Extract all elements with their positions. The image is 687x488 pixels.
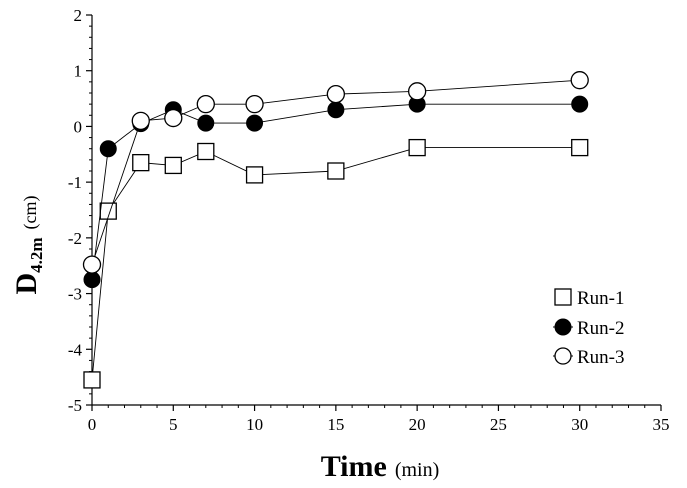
x-tick-label: 30 [571,415,588,434]
data-point-run-1 [327,162,345,180]
legend-marker-run-3 [554,347,572,365]
data-point-run-1 [164,156,182,175]
x-tick-label: 15 [327,415,344,434]
data-point-run-1 [245,166,264,184]
y-tick-label: -4 [68,340,83,359]
series-layer [82,71,589,389]
y-tick-label: -1 [68,173,82,192]
x-tick-label: 10 [246,415,263,434]
y-axis-title-subscript: 4.2m [27,237,46,272]
series-line-run-2 [91,103,580,280]
data-point-run-2 [571,95,589,113]
data-point-run-3 [326,84,346,104]
x-axis-title: Time (min) [321,450,440,483]
legend-marker-run-1 [554,288,572,306]
data-point-run-3 [164,108,183,128]
legend-item-run-2: Run-2 [553,318,625,339]
data-point-run-3 [82,255,102,274]
legend-item-run-3: Run-3 [553,347,625,368]
data-point-run-3 [407,82,427,101]
y-tick-label: 0 [74,117,83,136]
data-point-run-2 [99,140,117,158]
series-line-run-1 [91,147,580,380]
data-point-run-3 [196,94,215,114]
legend-item-run-1: Run-1 [554,288,625,309]
tick-labels: 0 5 10 15 20 25 30 35 -5 -4 -3 -2 -1 0 1 2 [68,6,670,434]
data-point-run-2 [83,271,101,289]
y-axis-title-main: D [10,273,43,295]
y-tick-label: 1 [74,62,83,81]
x-tick-label: 25 [490,415,507,434]
x-tick-label: 35 [653,415,670,434]
series-run-2 [83,95,589,289]
y-tick-label: -3 [68,285,82,304]
legend-label-run-1: Run-1 [577,288,625,309]
x-tick-label: 0 [88,415,97,434]
legend-label-run-3: Run-3 [577,347,625,368]
series-run-3 [82,71,589,274]
x-tick-label: 5 [169,415,178,434]
axes [86,14,662,411]
data-point-run-3 [131,111,150,131]
y-axis-title: D4.2m (cm) [10,195,46,294]
data-point-run-1 [83,371,101,389]
y-axis-title-unit: (cm) [20,195,41,229]
legend-label-run-2: Run-2 [577,318,625,339]
legend-marker-run-2 [554,318,572,336]
data-point-run-1 [197,142,215,161]
x-tick-label: 20 [409,415,426,434]
y-tick-label: 2 [74,6,83,25]
data-point-run-3 [245,94,264,114]
data-point-run-1 [408,138,426,157]
series-run-1 [83,138,589,389]
data-point-run-2 [197,114,215,132]
data-point-run-1 [132,153,150,172]
data-point-run-3 [570,71,589,90]
data-point-run-2 [327,101,345,119]
legend: Run-1 Run-2 Run-3 [553,288,625,368]
x-axis-title-unit: (min) [395,459,439,481]
x-axis-title-main: Time [321,450,387,483]
data-point-run-2 [246,114,264,132]
data-point-run-1 [571,138,589,157]
y-tick-label: -5 [68,396,82,415]
y-tick-label: -2 [68,229,82,248]
